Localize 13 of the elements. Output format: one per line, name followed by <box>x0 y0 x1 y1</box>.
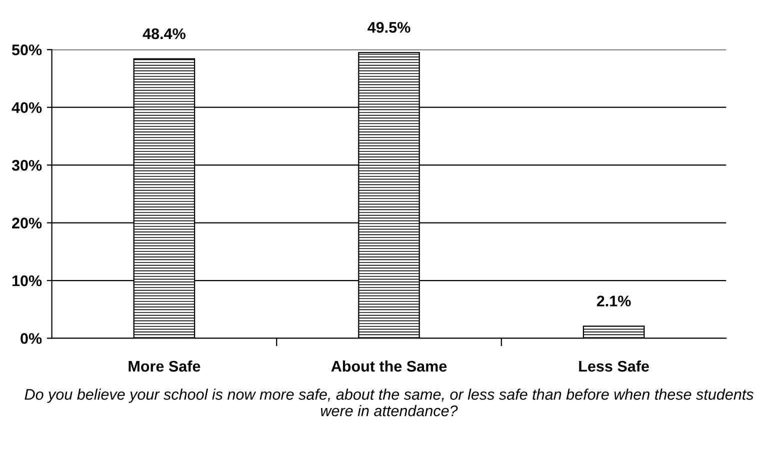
data-label: 49.5% <box>368 22 410 33</box>
x-tick-label: Less Safe <box>579 360 649 372</box>
y-tick-label: 40% <box>12 102 42 114</box>
x-axis-title: Do you believe your school is now more safe, about the same, or less safe than before when these students were in attendance? <box>24 388 754 416</box>
x-tick-label: About the Same <box>331 360 447 372</box>
data-label: 2.1% <box>596 296 631 306</box>
data-label: 48.4% <box>142 28 186 40</box>
y-tick-label: 0% <box>20 333 42 344</box>
x-tick-label: More Safe <box>128 360 200 372</box>
y-tick-label: 50% <box>12 44 42 56</box>
y-tick-label: 30% <box>12 160 42 171</box>
y-tick-label: 10% <box>12 275 42 286</box>
y-tick-label: 20% <box>12 218 42 228</box>
